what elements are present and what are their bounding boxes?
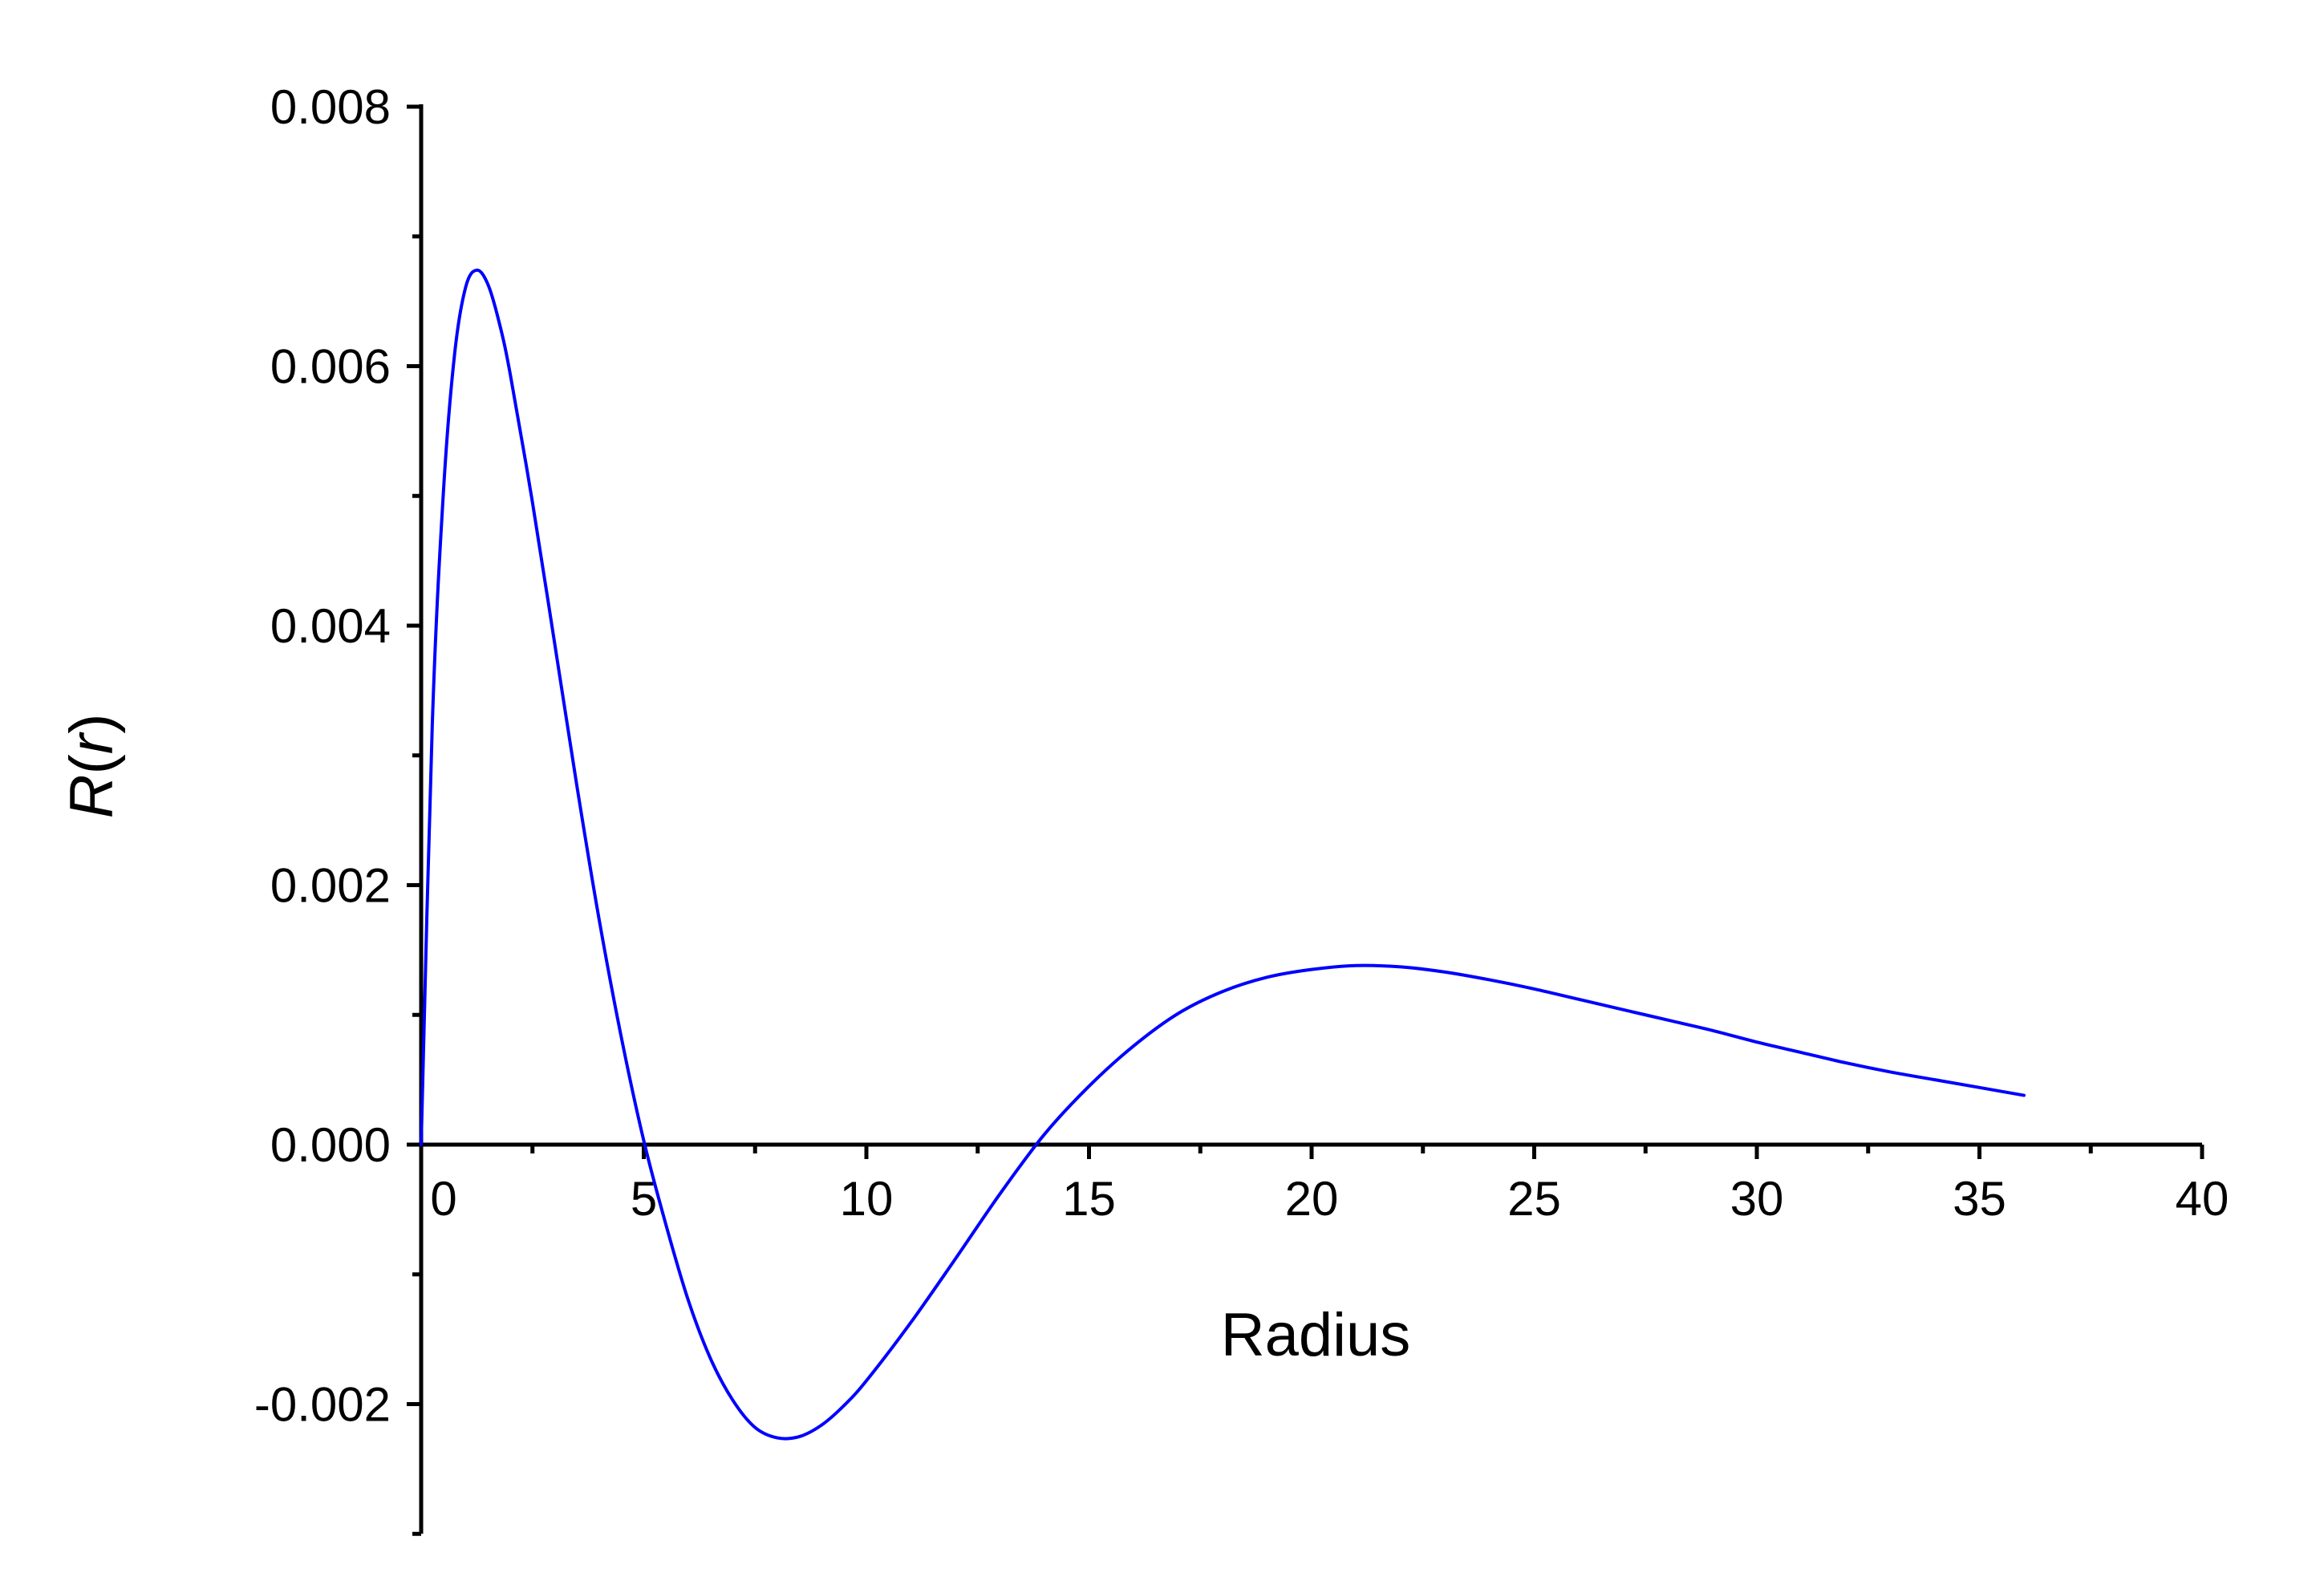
y-tick-label: -0.002 — [254, 1378, 391, 1432]
x-tick-label: 10 — [840, 1172, 894, 1226]
y-axis-title: R(r) — [58, 714, 126, 819]
y-tick-label: 0.002 — [270, 859, 391, 913]
x-tick-label: 40 — [2176, 1172, 2229, 1226]
x-axis-title: Radius — [1221, 1301, 1411, 1369]
x-tick-label: 30 — [1730, 1172, 1784, 1226]
x-tick-label: 25 — [1507, 1172, 1561, 1226]
y-tick-label: 0.000 — [270, 1118, 391, 1172]
x-tick-label: 20 — [1285, 1172, 1339, 1226]
x-tick-label: 15 — [1062, 1172, 1116, 1226]
y-tick-label: 0.004 — [270, 599, 391, 653]
y-tick-label: 0.006 — [270, 340, 391, 394]
series-line — [420, 268, 2026, 1441]
x-ticks: 0 5 10 15 20 25 30 35 40 — [419, 1145, 2229, 1226]
x-tick-label: 0 — [430, 1172, 456, 1226]
x-tick-label: 35 — [1953, 1172, 2006, 1226]
y-ticks: -0.002 0.000 0.002 0.004 0.006 0.008 — [254, 80, 421, 1536]
y-tick-label: 0.008 — [270, 80, 391, 134]
